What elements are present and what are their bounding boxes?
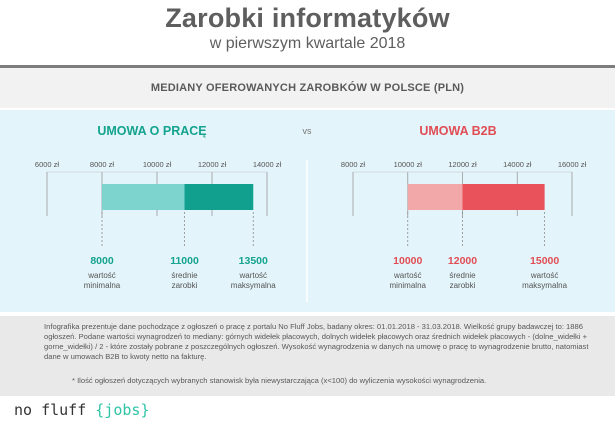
value-caption-line1: wartość	[530, 271, 559, 280]
x-tick-label: 6000 zł	[35, 160, 60, 169]
logo-brace-close: }	[140, 401, 150, 419]
x-tick-label: 8000 zł	[90, 160, 115, 169]
value-caption-line2: minimalna	[390, 281, 427, 290]
value-label: 15000	[530, 255, 559, 267]
page-subtitle: w pierwszym kwartale 2018	[209, 35, 406, 52]
salary-charts: vs UMOWA O PRACĘ 6000 zł 8000 zł 10000 zł 120…	[35, 124, 587, 302]
value-label: 11000	[170, 255, 199, 267]
value-label: 12000	[448, 255, 477, 267]
value-caption-line2: zarobki	[172, 281, 198, 290]
x-tick-label: 10000 zł	[143, 160, 172, 169]
chart-title: UMOWA B2B	[419, 124, 496, 138]
bar-median-to-max	[184, 184, 254, 210]
x-tick-label: 12000 zł	[198, 160, 227, 169]
value-caption-line1: średnie	[171, 271, 198, 280]
vs-label: vs	[303, 126, 313, 136]
chart-panel: vs UMOWA O PRACĘ 6000 zł 8000 zł 10000 zł 120…	[0, 110, 615, 312]
x-tick-label: 14000 zł	[503, 160, 532, 169]
footer-panel: Infografika prezentuje dane pochodzące z…	[0, 316, 615, 396]
x-tick-label: 8000 zł	[341, 160, 366, 169]
value-label: 13500	[239, 255, 268, 267]
logo-prefix: no fluff	[14, 401, 96, 419]
value-label: 8000	[90, 255, 114, 267]
value-caption-line2: maksymalna	[522, 281, 567, 290]
value-label: 10000	[393, 255, 422, 267]
value-caption-line2: zarobki	[450, 281, 476, 290]
x-tick-label: 10000 zł	[394, 160, 423, 169]
divider	[0, 65, 615, 68]
x-tick-label: 12000 zł	[448, 160, 477, 169]
x-tick-label: 16000 zł	[558, 160, 587, 169]
logo-brace-open: {	[95, 401, 105, 419]
footnote: * Ilość ogłoszeń dotyczących wybranych s…	[72, 376, 487, 385]
value-caption-line1: wartość	[393, 271, 422, 280]
footer-description: Infografika prezentuje dane pochodzące z…	[44, 322, 589, 361]
bar-median-to-max	[462, 184, 545, 210]
value-caption-line1: wartość	[87, 271, 116, 280]
value-caption-line2: maksymalna	[231, 281, 276, 290]
value-caption-line2: minimalna	[84, 281, 121, 290]
no-fluff-jobs-logo[interactable]: no fluff {jobs}	[14, 401, 149, 419]
value-caption-line1: średnie	[449, 271, 476, 280]
page-title: Zarobki informatyków	[165, 3, 450, 33]
bar-min-to-median	[407, 184, 463, 210]
logo-word: jobs	[104, 401, 141, 419]
bar-min-to-median	[102, 184, 185, 210]
value-caption-line1: wartość	[238, 271, 267, 280]
chart-title: UMOWA O PRACĘ	[97, 124, 206, 138]
section-heading: MEDIANY OFEROWANYCH ZAROBKÓW W POLSCE (P…	[0, 68, 615, 108]
x-tick-label: 14000 zł	[253, 160, 282, 169]
